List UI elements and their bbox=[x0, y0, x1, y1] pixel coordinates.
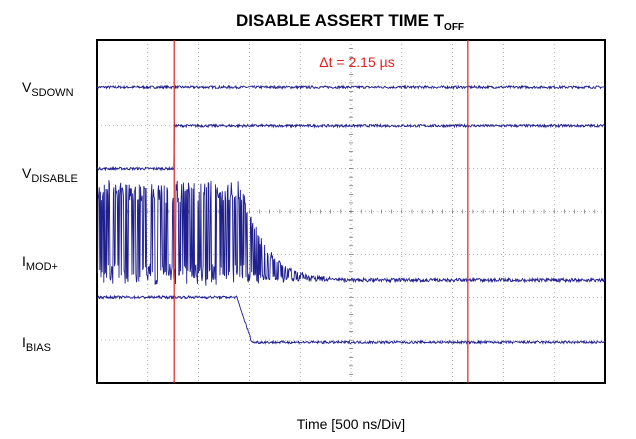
trace-label-subscript: MOD+ bbox=[26, 261, 58, 273]
trace-label-subscript: BIAS bbox=[26, 342, 51, 354]
cursors bbox=[173, 40, 469, 383]
trace-mod-plus bbox=[96, 180, 606, 286]
trace-label-main: I bbox=[22, 253, 26, 269]
trace-label-subscript: SDOWN bbox=[31, 87, 73, 99]
traces bbox=[96, 84, 606, 346]
trace-label-disable: VDISABLE bbox=[22, 165, 78, 185]
trace-sdown bbox=[96, 84, 606, 91]
trace-label-main: V bbox=[22, 79, 32, 95]
delta-annotation: Δt = 2.15 µs bbox=[319, 54, 394, 70]
trace-label-main: I bbox=[22, 334, 26, 350]
chart-title: DISABLE ASSERT TIME TOFF bbox=[236, 11, 464, 33]
chart-title-main: DISABLE ASSERT TIME T bbox=[236, 11, 445, 30]
trace-label-bias: IBIAS bbox=[22, 334, 51, 354]
trace-bias bbox=[97, 294, 606, 346]
chart-title-subscript: OFF bbox=[444, 22, 464, 33]
trace-label-subscript: DISABLE bbox=[31, 173, 77, 185]
trace-disable bbox=[96, 122, 606, 172]
plot-frame bbox=[96, 39, 606, 384]
x-axis-label: Time [500 ns/Div] bbox=[297, 416, 405, 432]
trace-label-mod-plus: IMOD+ bbox=[22, 253, 58, 273]
trace-label-main: V bbox=[22, 165, 32, 181]
trace-label-sdown: VSDOWN bbox=[22, 79, 74, 99]
